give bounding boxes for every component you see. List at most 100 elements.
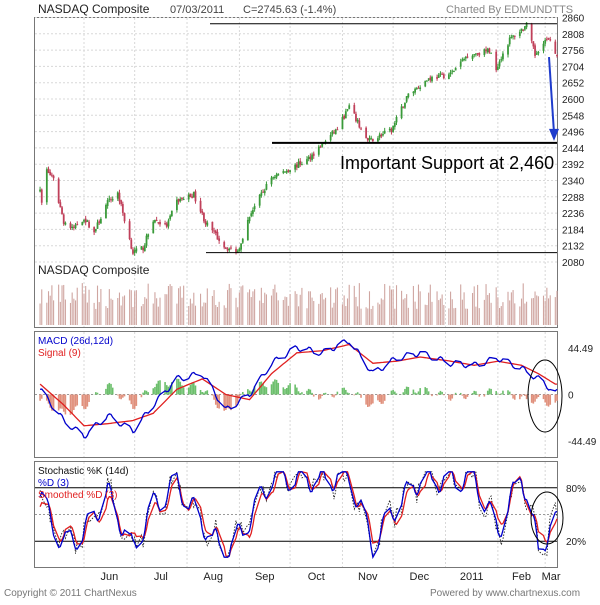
candle-body	[265, 183, 268, 190]
candle-body	[240, 243, 242, 250]
charted-by: Charted By EDMUNDTTS	[446, 4, 573, 16]
price-tick-label: 2704	[562, 62, 585, 73]
candle-body	[159, 222, 161, 225]
candle-body	[182, 198, 185, 200]
candle-body	[140, 246, 143, 250]
candle-body	[393, 122, 396, 127]
candle-body	[262, 191, 264, 193]
candle-body	[47, 168, 50, 173]
candle-body	[461, 59, 464, 62]
candle-body	[74, 224, 77, 229]
candle-body	[108, 198, 111, 200]
candle-body	[235, 248, 237, 253]
candle-body	[83, 219, 85, 222]
candle-body	[96, 222, 99, 229]
candle-body	[49, 171, 52, 176]
candle-body	[169, 215, 172, 220]
price-tick-label: 2756	[562, 46, 585, 57]
candle-body	[534, 45, 536, 56]
candle-body	[94, 229, 97, 232]
candle-body	[59, 202, 62, 208]
support-annotation: Important Support at 2,460	[340, 153, 554, 173]
price-legend: NASDAQ Composite	[38, 263, 150, 277]
candle-body	[81, 222, 84, 226]
candle-body	[248, 217, 251, 222]
candle-body	[301, 164, 303, 166]
candle-body	[226, 248, 229, 251]
candle-body	[525, 22, 528, 28]
candle-body	[241, 238, 244, 243]
candle-body	[380, 134, 383, 137]
candle-body	[427, 78, 430, 80]
candle-body	[277, 173, 280, 176]
candle-body	[355, 113, 357, 122]
candle-body	[282, 171, 285, 173]
candle-body	[57, 178, 60, 203]
candle-body	[228, 248, 231, 251]
candle-body	[116, 192, 119, 199]
candle-body	[311, 154, 313, 160]
candle-body	[170, 210, 173, 217]
stochastic-layer: 80% 20%	[35, 470, 586, 560]
candle-body	[407, 93, 410, 98]
x-tick-label: Nov	[358, 571, 378, 583]
candle-body	[299, 160, 302, 165]
candle-body	[213, 230, 215, 232]
candle-body	[331, 131, 334, 135]
macd-tick-label: -44.49	[568, 437, 597, 448]
x-tick-label: Sep	[255, 571, 275, 583]
candle-body	[187, 194, 190, 200]
candle-body	[496, 66, 499, 70]
candle-body	[39, 189, 41, 192]
d-legend: %D (3)	[38, 478, 69, 489]
candle-body	[405, 96, 408, 102]
candle-body	[402, 106, 405, 108]
candle-body	[164, 223, 166, 225]
candle-body	[510, 36, 513, 38]
candle-body	[93, 227, 96, 233]
chart-title: NASDAQ Composite	[38, 2, 150, 16]
candle-body	[346, 109, 349, 111]
candle-body	[246, 219, 249, 241]
candle-body	[71, 226, 74, 229]
candle-body	[230, 247, 232, 249]
candle-body	[513, 35, 516, 37]
candle-body	[542, 43, 545, 51]
x-tick-label: Jul	[154, 571, 168, 583]
price-tick-label: 2600	[562, 95, 585, 106]
candle-body	[343, 115, 346, 119]
price-tick-label: 2860	[562, 14, 585, 25]
footer-powered: Powered by www.chartnexus.com	[430, 588, 580, 599]
candle-body	[275, 174, 278, 178]
candle-body	[189, 193, 192, 197]
candle-body	[439, 73, 442, 75]
candle-body	[218, 238, 221, 241]
candle-body	[554, 41, 557, 54]
candle-body	[76, 224, 79, 226]
candle-body	[321, 142, 324, 147]
candle-body	[176, 199, 178, 211]
candle-body	[165, 223, 168, 227]
candle-body	[466, 56, 469, 58]
macd-tick-label: 0	[568, 391, 574, 402]
x-tick-label: Mar	[542, 571, 561, 583]
price-tick-label: 2496	[562, 128, 585, 139]
candle-body	[500, 59, 503, 61]
price-tick-label: 2548	[562, 111, 585, 122]
candle-body	[285, 171, 288, 173]
price-tick-label: 2392	[562, 160, 585, 171]
candle-body	[128, 221, 131, 240]
candle-body	[549, 39, 552, 41]
candle-body	[192, 192, 195, 198]
candle-body	[344, 111, 347, 119]
candle-body	[464, 56, 467, 59]
price-tick-label: 2444	[562, 144, 585, 155]
candle-body	[145, 235, 148, 246]
candle-body	[431, 76, 433, 82]
candle-body	[490, 52, 493, 54]
candle-body	[556, 54, 558, 56]
stochastic-legend: Stochastic %K (14d)	[38, 466, 129, 477]
price-tick-label: 2340	[562, 177, 585, 188]
candle-body	[152, 221, 155, 234]
stochastic-highlight-circle	[530, 491, 564, 545]
